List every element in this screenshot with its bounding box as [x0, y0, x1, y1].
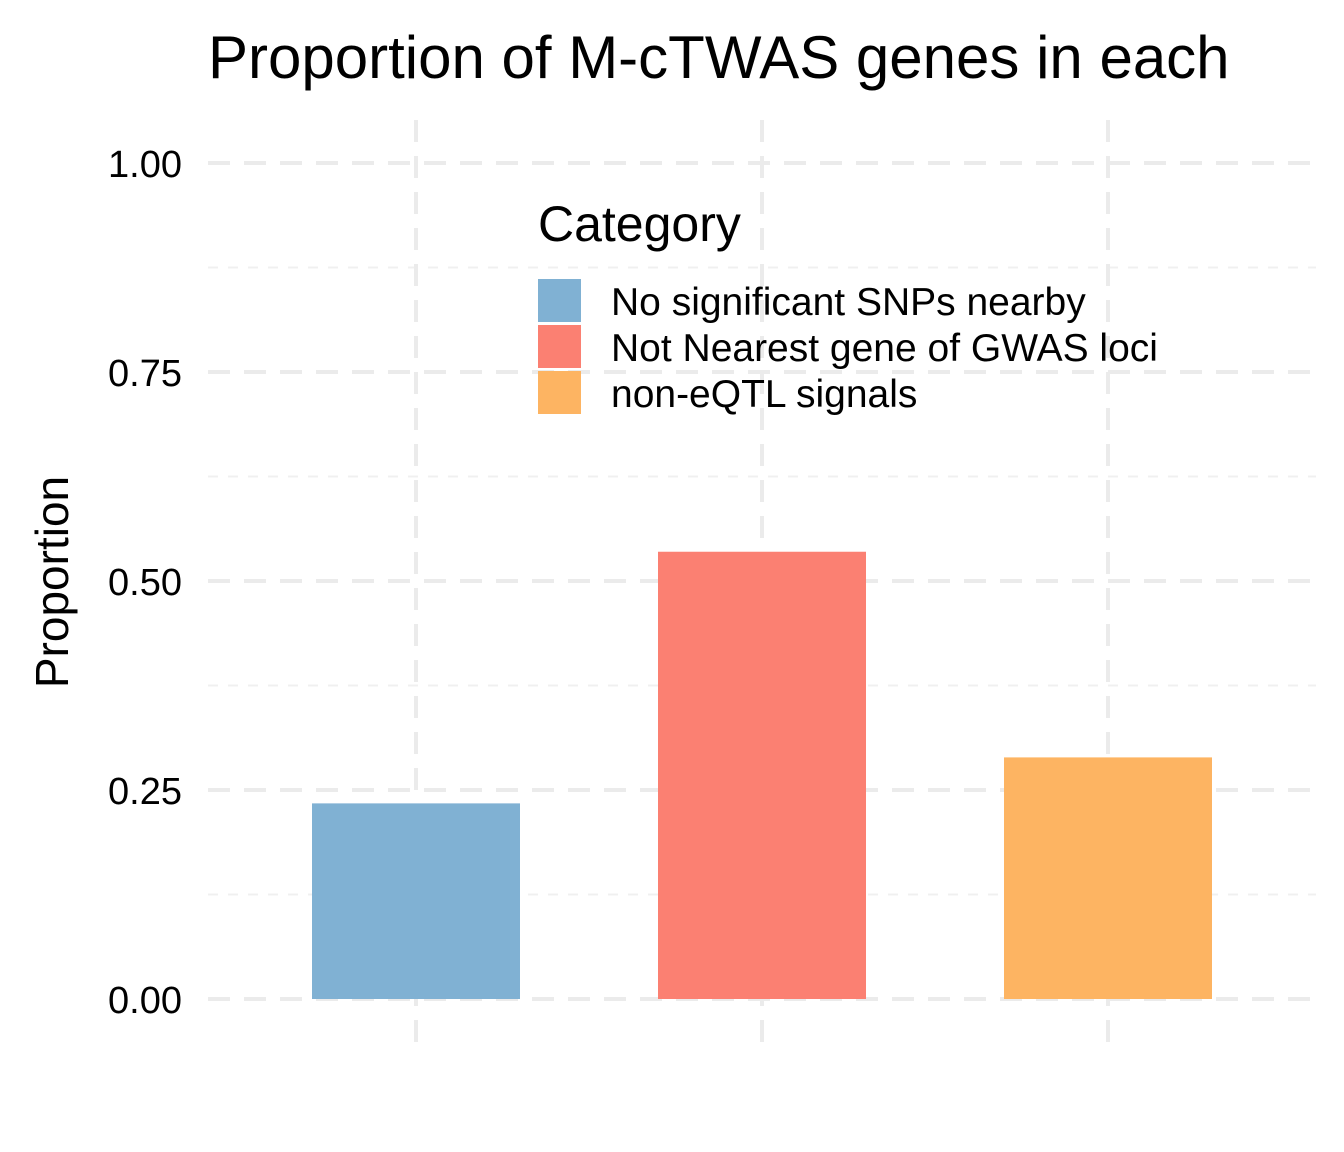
legend-key-1 — [538, 279, 581, 322]
y-axis-ticks: 0.00 0.25 0.50 0.75 1.00 — [108, 144, 182, 1022]
y-tick-label: 0.25 — [108, 771, 182, 813]
y-axis-label: Proportion — [26, 476, 78, 688]
bar-2 — [658, 551, 866, 999]
y-tick-label: 0.75 — [108, 353, 182, 395]
bar-3 — [1004, 757, 1212, 999]
legend-label-3: non-eQTL signals — [611, 373, 917, 416]
y-tick-label: 0.50 — [108, 562, 182, 604]
chart-title: Proportion of M-cTWAS genes in each — [208, 24, 1230, 91]
y-tick-label: 0.00 — [108, 980, 182, 1022]
legend-key-3 — [538, 371, 581, 414]
legend-label-1: No significant SNPs nearby — [611, 281, 1086, 324]
legend-title: Category — [538, 196, 741, 252]
bar-1 — [312, 803, 520, 999]
bars — [312, 551, 1212, 999]
y-tick-label: 1.00 — [108, 144, 182, 186]
legend-key-2 — [538, 325, 581, 368]
legend-label-2: Not Nearest gene of GWAS loci — [611, 327, 1158, 370]
